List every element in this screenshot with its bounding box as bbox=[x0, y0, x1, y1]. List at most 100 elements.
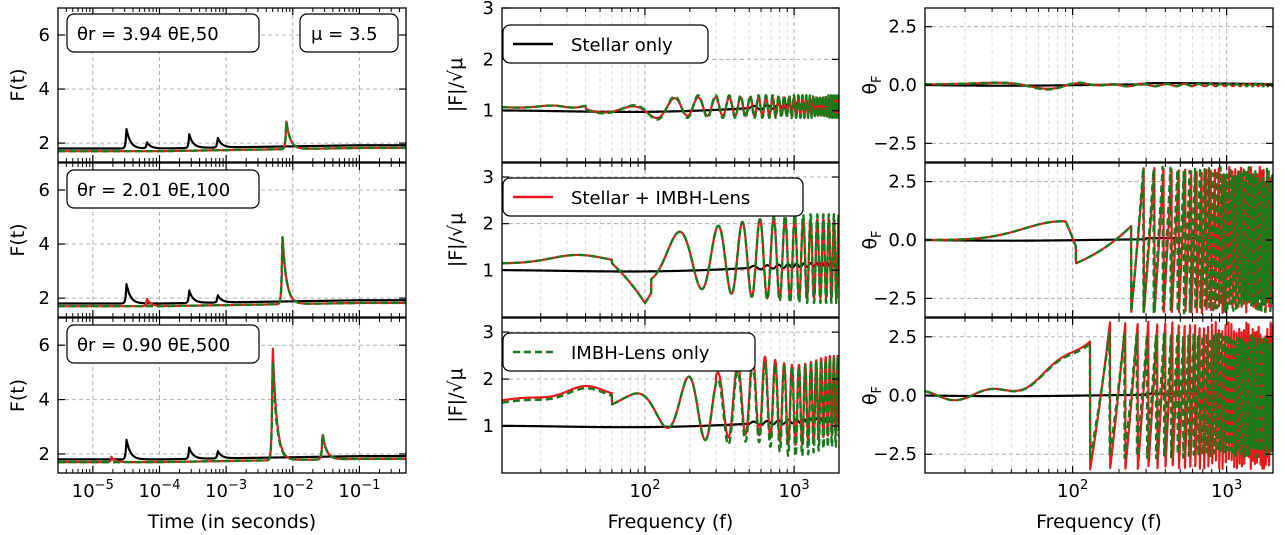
axes-frame bbox=[57, 317, 407, 474]
frame-layer bbox=[57, 7, 1274, 474]
series-line-imbh-lens-only bbox=[58, 120, 406, 153]
tick-label-exponent: 3 bbox=[1234, 478, 1242, 493]
axes-frame bbox=[924, 7, 1274, 163]
tick-label-y: −2.5 bbox=[873, 444, 917, 465]
tick-label-exponent: 2 bbox=[652, 478, 660, 493]
tick-label-y: 3 bbox=[483, 322, 494, 343]
tick-label-y: 2 bbox=[39, 288, 50, 309]
series-line-imbh-lens-only bbox=[58, 361, 406, 464]
legend-label: Stellar only bbox=[571, 35, 673, 56]
y-axis-label-subscript: F bbox=[870, 75, 885, 82]
tick-label-exponent: −4 bbox=[161, 478, 180, 493]
series-line-imbh-lens-only bbox=[925, 165, 1273, 315]
annotation-text: θr = 3.94 θE,50 bbox=[77, 24, 219, 45]
annotation-box bbox=[66, 324, 260, 364]
series-line-stellar-only bbox=[58, 282, 406, 305]
annotation-box bbox=[66, 169, 260, 209]
y-axis-label-amplitude: |F|/√μ bbox=[445, 213, 467, 267]
axes-frame bbox=[57, 7, 407, 163]
tick-label-y: −2.5 bbox=[873, 133, 917, 154]
tick-label-y: 2 bbox=[483, 214, 494, 235]
tick-label-y: 2.5 bbox=[888, 172, 917, 193]
tick-label-exponent: −5 bbox=[95, 478, 114, 493]
tick-label-y: 6 bbox=[39, 180, 50, 201]
axes-frame bbox=[924, 162, 1274, 318]
y-axis-label-phase: θF bbox=[859, 75, 885, 94]
tick-label-y: 0.0 bbox=[888, 230, 917, 251]
tick-label-exponent: 3 bbox=[801, 478, 809, 493]
tick-label-x: 103 bbox=[779, 478, 810, 502]
axes-frame bbox=[501, 317, 840, 474]
data-layer bbox=[58, 81, 1273, 471]
series-line-imbh-lens-only bbox=[502, 94, 839, 121]
tick-label-exponent: −1 bbox=[361, 478, 380, 493]
tick-label-y: 4 bbox=[39, 234, 50, 255]
tick-label-x: 10−4 bbox=[138, 478, 180, 502]
tick-label-y: 2 bbox=[483, 369, 494, 390]
tick-label-y: 2.5 bbox=[888, 17, 917, 38]
y-axis-label-time: F(t) bbox=[7, 379, 29, 412]
tick-label-x: 10−2 bbox=[272, 478, 314, 502]
tick-label-y: 3 bbox=[483, 167, 494, 188]
y-axis-label-subscript: F bbox=[870, 230, 885, 237]
x-axis-label-time: Time (in seconds) bbox=[147, 511, 316, 533]
tick-label-x: 10−3 bbox=[205, 478, 247, 502]
tick-label-y: 6 bbox=[39, 25, 50, 46]
tick-label-exponent: −2 bbox=[295, 478, 314, 493]
legend-label: Stellar + IMBH-Lens bbox=[571, 188, 750, 209]
tick-label-y: 2 bbox=[39, 133, 50, 154]
y-axis-label-subscript: F bbox=[870, 386, 885, 393]
series-line-stellar-imbh-lens bbox=[58, 347, 406, 464]
axes-frame bbox=[501, 162, 840, 318]
y-axis-label-amplitude: |F|/√μ bbox=[445, 58, 467, 112]
tick-label-x: 103 bbox=[1211, 478, 1242, 502]
y-axis-label-phase: θF bbox=[859, 386, 885, 405]
tick-label-y: 0.0 bbox=[888, 75, 917, 96]
tick-label-y: 0.0 bbox=[888, 386, 917, 407]
axes-frame bbox=[57, 162, 407, 318]
series-line-stellar-imbh-lens bbox=[502, 217, 839, 304]
tick-label-y: 4 bbox=[39, 390, 50, 411]
annotation-text: θr = 0.90 θE,500 bbox=[77, 335, 230, 356]
tick-label-exponent: 2 bbox=[1080, 478, 1088, 493]
series-line-imbh-lens-only bbox=[502, 357, 839, 458]
x-axis-label-phase: Frequency (f) bbox=[1036, 511, 1162, 533]
tick-label-y: 4 bbox=[39, 79, 50, 100]
series-line-stellar-only bbox=[58, 127, 406, 150]
tick-label-y: 1 bbox=[483, 416, 494, 437]
tick-label-y: 6 bbox=[39, 335, 50, 356]
tick-label-x: 102 bbox=[1057, 478, 1088, 502]
series-line-stellar-only bbox=[58, 438, 406, 461]
legend-box bbox=[502, 177, 804, 217]
series-line-imbh-lens-only bbox=[58, 235, 406, 308]
tick-label-y: −2.5 bbox=[873, 288, 917, 309]
y-axis-label-time: F(t) bbox=[7, 68, 29, 101]
y-axis-label-phase: θF bbox=[859, 230, 885, 249]
y-axis-label-amplitude: |F|/√μ bbox=[445, 368, 467, 422]
tick-label-exponent: −3 bbox=[228, 478, 247, 493]
series-line-imbh-lens-only bbox=[925, 331, 1273, 460]
tick-label-y: 3 bbox=[483, 0, 494, 19]
mu-label: μ = 3.5 bbox=[311, 24, 378, 45]
tick-label-x: 102 bbox=[629, 478, 660, 502]
x-axis-label-amplitude: Frequency (f) bbox=[608, 511, 734, 533]
legend-box bbox=[502, 332, 756, 372]
series-line-imbh-lens-only bbox=[925, 81, 1273, 91]
axes-frame bbox=[501, 7, 840, 163]
axes-frame bbox=[924, 317, 1274, 474]
series-line-imbh-lens-only bbox=[502, 213, 839, 305]
legend-box bbox=[502, 24, 709, 64]
tick-label-y: 2 bbox=[39, 444, 50, 465]
legend-label: IMBH-Lens only bbox=[571, 343, 710, 364]
y-axis-label-time: F(t) bbox=[7, 223, 29, 256]
tick-label-y: 1 bbox=[483, 101, 494, 122]
tick-label-y: 1 bbox=[483, 260, 494, 281]
tick-label-y: 2.5 bbox=[888, 327, 917, 348]
tick-label-x: 10−5 bbox=[72, 478, 114, 502]
annotation-text: θr = 2.01 θE,100 bbox=[77, 180, 230, 201]
tick-label-y: 2 bbox=[483, 49, 494, 70]
tick-label-x: 10−1 bbox=[338, 478, 380, 502]
series-line-stellar-imbh-lens bbox=[58, 236, 406, 308]
